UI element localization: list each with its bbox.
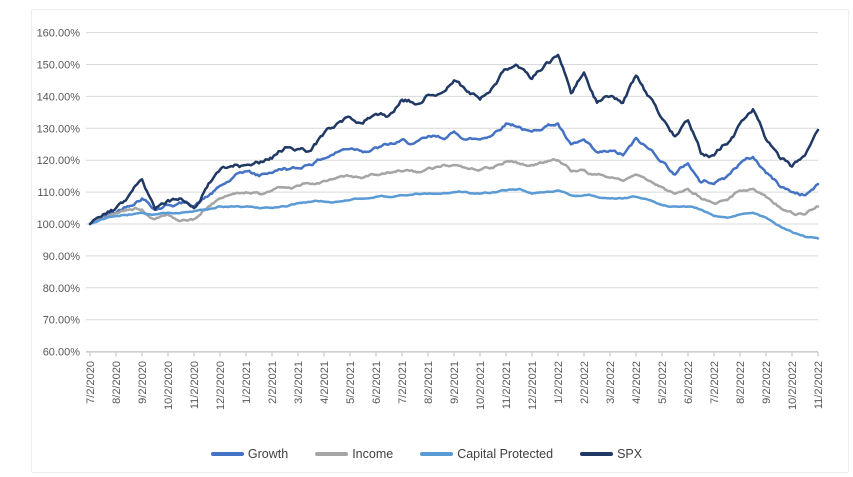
- x-tick-label: 2/2/2021: [267, 361, 279, 404]
- y-tick-label: 100.00%: [37, 219, 81, 231]
- x-tick-label: 8/2/2022: [735, 361, 747, 404]
- legend-line-key-icon: [420, 452, 454, 456]
- legend-item-capital-protected: Capital Protected: [420, 448, 553, 461]
- legend-label: SPX: [617, 446, 643, 461]
- x-tick-label: 11/2/2021: [501, 361, 513, 409]
- gridlines: [86, 32, 818, 353]
- x-tick-label: 10/2/2021: [475, 361, 487, 410]
- y-tick-label: 120.00%: [37, 155, 81, 167]
- series-income: [88, 158, 820, 226]
- x-tick-label: 4/2/2022: [631, 361, 643, 404]
- legend-line-key-icon: [210, 452, 244, 456]
- x-tick-label: 8/2/2021: [423, 361, 435, 404]
- legend-item-spx: SPX: [580, 448, 642, 461]
- x-tick-label: 11/2/2020: [189, 361, 201, 409]
- y-tick-label: 150.00%: [37, 60, 81, 72]
- y-tick-label: 70.00%: [43, 315, 81, 327]
- x-tick-label: 2/2/2022: [579, 361, 591, 404]
- series-capital-protected: [88, 187, 820, 240]
- x-tick-label: 11/2/2022: [813, 361, 825, 409]
- y-tick-label: 160.00%: [37, 28, 81, 40]
- x-tick-label: 6/2/2022: [683, 361, 695, 404]
- x-tick-label: 9/2/2022: [761, 361, 773, 404]
- y-axis-labels: 160.00% 150.00% 140.00% 130.00% 120.00% 110.0…: [37, 28, 81, 359]
- x-tick-label: 7/2/2021: [397, 361, 409, 404]
- y-tick-label: 110.00%: [37, 187, 80, 199]
- x-axis-labels: 7/2/2020 8/2/2020 9/2/2020 10/2/2020 11/2/20…: [85, 361, 825, 410]
- legend-line-key-icon: [580, 452, 614, 456]
- legend-label: Capital Protected: [457, 446, 554, 461]
- x-tick-label: 8/2/2020: [111, 361, 123, 404]
- x-tick-label: 10/2/2022: [787, 361, 799, 410]
- x-tick-label: 7/2/2020: [85, 361, 97, 404]
- legend-item-growth: Growth: [210, 446, 289, 461]
- series-spx: [88, 53, 820, 226]
- y-tick-label: 60.00%: [43, 347, 81, 359]
- y-tick-label: 80.00%: [43, 283, 81, 295]
- y-tick-label: 140.00%: [37, 91, 81, 103]
- legend-label: Income: [352, 446, 394, 461]
- x-tick-label: 6/2/2021: [371, 361, 383, 404]
- x-axis: [86, 351, 819, 357]
- x-tick-label: 9/2/2021: [449, 361, 461, 404]
- x-tick-label: 3/2/2021: [293, 361, 305, 404]
- legend-item-income: Income: [315, 448, 393, 461]
- y-tick-label: 90.00%: [43, 251, 81, 263]
- x-tick-label: 7/2/2022: [709, 361, 721, 404]
- x-tick-label: 1/2/2022: [553, 361, 565, 404]
- x-tick-label: 5/2/2021: [345, 361, 357, 404]
- x-tick-label: 9/2/2020: [137, 361, 149, 404]
- x-tick-label: 3/2/2022: [605, 361, 617, 404]
- y-tick-label: 130.00%: [37, 123, 81, 135]
- x-tick-label: 12/2/2020: [215, 361, 227, 410]
- x-tick-label: 1/2/2021: [241, 361, 253, 404]
- x-tick-label: 12/2/2021: [527, 361, 539, 410]
- x-tick-label: 4/2/2021: [319, 361, 331, 404]
- legend-label: Growth: [247, 446, 289, 461]
- chart-legend: Growth Income Capital Protected SPX: [0, 441, 853, 467]
- x-tick-label: 10/2/2020: [163, 361, 175, 410]
- x-tick-label: 5/2/2022: [657, 361, 669, 404]
- series-growth: [88, 122, 820, 226]
- legend-line-key-icon: [315, 452, 349, 456]
